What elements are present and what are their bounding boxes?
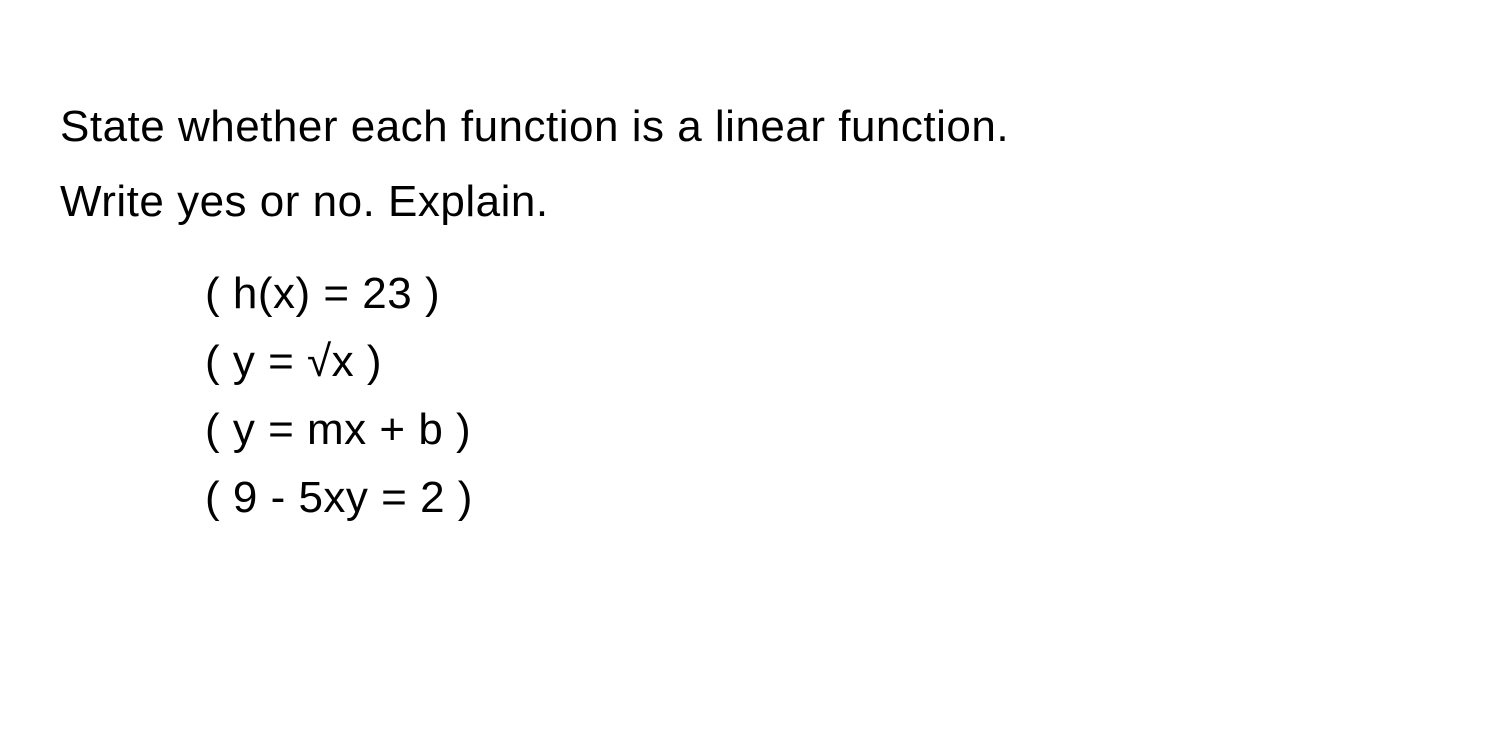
equation-list: ( h(x) = 23 ) ( y = √x ) ( y = mx + b ) … [60,260,1440,533]
equation-3: ( y = mx + b ) [205,396,1440,464]
prompt-line-1: State whether each function is a linear … [60,90,1440,165]
equation-4: ( 9 - 5xy = 2 ) [205,464,1440,532]
equation-1: ( h(x) = 23 ) [205,260,1440,328]
prompt-line-2: Write yes or no. Explain. [60,165,1440,240]
equation-2: ( y = √x ) [205,328,1440,396]
